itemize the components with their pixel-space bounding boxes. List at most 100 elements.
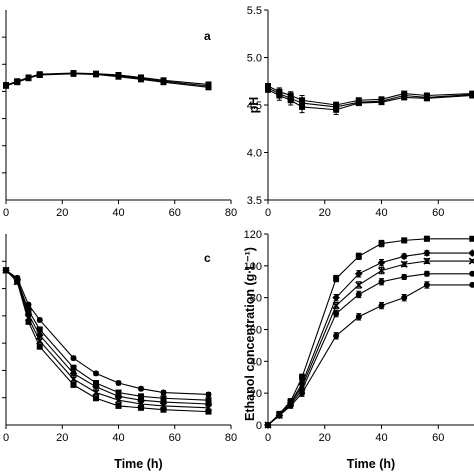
series (2, 266, 213, 412)
data-point (114, 396, 123, 404)
data-point (299, 374, 306, 381)
data-point (378, 302, 385, 309)
data-point (92, 388, 100, 397)
x-tick-label: 40 (375, 432, 387, 444)
data-point (333, 106, 340, 113)
data-point (115, 402, 122, 409)
data-point (400, 260, 408, 268)
series (3, 70, 212, 89)
data-point (400, 252, 408, 261)
data-point (93, 379, 99, 386)
x-tick-label: 60 (432, 432, 444, 444)
series-line (5, 269, 209, 401)
series (3, 267, 212, 415)
data-point (276, 412, 283, 419)
data-point (332, 302, 340, 310)
data-point (423, 249, 431, 257)
data-point (299, 103, 306, 110)
x-tick-label: 0 (265, 207, 271, 219)
data-point (265, 422, 271, 428)
data-point (469, 235, 474, 242)
data-point (378, 278, 385, 285)
data-point (36, 343, 43, 350)
data-point (92, 383, 100, 391)
x-tick-label: 0 (265, 432, 271, 444)
data-point (276, 92, 283, 99)
data-point (160, 406, 167, 413)
series-line (267, 260, 473, 426)
data-point (159, 398, 168, 406)
series (264, 249, 474, 429)
data-point (332, 293, 340, 302)
data-point (160, 395, 167, 402)
x-tick-label: 80 (225, 207, 237, 219)
series-line (267, 252, 473, 426)
y-axis-label: Ethanol concentration (g·L⁻¹) (243, 247, 257, 421)
y-tick-label: 3.5 (247, 195, 262, 207)
data-point (378, 240, 385, 247)
x-tick-label: 20 (56, 207, 68, 219)
series-line (267, 273, 473, 426)
data-point (70, 355, 77, 362)
data-point (205, 391, 212, 398)
series (265, 83, 474, 109)
data-point (287, 97, 294, 104)
data-point (93, 71, 99, 78)
data-point (25, 75, 32, 82)
data-point (69, 375, 78, 383)
y-tick-label: 120 (244, 229, 262, 241)
x-tick-label: 40 (112, 207, 124, 219)
data-point (93, 395, 99, 402)
x-axis-label: Time (h) (114, 457, 162, 471)
y-tick-label: 4.0 (247, 148, 262, 160)
data-point (423, 270, 430, 277)
data-point (138, 76, 144, 83)
y-tick-label: 4.5 (247, 100, 262, 112)
data-point (70, 70, 77, 77)
x-tick-label: 60 (169, 207, 181, 219)
y-tick-label: 5.0 (247, 53, 262, 65)
data-point (423, 257, 431, 265)
series-line (267, 85, 473, 106)
data-point (69, 369, 78, 378)
data-point (299, 390, 306, 397)
series (3, 267, 212, 398)
data-point (423, 281, 430, 288)
series-line (5, 269, 209, 405)
data-point (3, 267, 9, 274)
x-tick-label: 40 (375, 207, 387, 219)
data-point (355, 253, 362, 260)
x-tick-label: 20 (319, 432, 331, 444)
data-point (115, 389, 122, 396)
x-tick-label: 60 (169, 432, 181, 444)
data-point (14, 79, 21, 86)
data-point (25, 307, 32, 314)
data-point (25, 318, 32, 325)
series (2, 266, 213, 408)
data-point (401, 273, 408, 280)
series-line (267, 89, 473, 111)
y-tick-label: 80 (250, 293, 262, 305)
data-point (378, 99, 385, 106)
x-tick-label: 80 (225, 432, 237, 444)
data-point (138, 385, 144, 392)
series (3, 70, 212, 89)
data-point (70, 381, 77, 388)
data-point (355, 313, 362, 320)
data-point (265, 86, 271, 93)
data-point (36, 71, 43, 78)
data-point (36, 326, 43, 333)
series-line (5, 269, 209, 395)
y-axis-label: pH (247, 97, 261, 114)
data-point (401, 237, 408, 244)
data-point (333, 332, 340, 339)
data-point (14, 278, 21, 285)
series (265, 86, 474, 115)
panel-a: 0 20 40 60 80 a (2, 10, 237, 219)
series-line (267, 238, 473, 426)
series (265, 281, 474, 428)
series (265, 270, 474, 428)
x-tick-label: 0 (3, 432, 9, 444)
panel-letter: c (204, 251, 211, 265)
y-tick-label: 20 (250, 388, 262, 400)
